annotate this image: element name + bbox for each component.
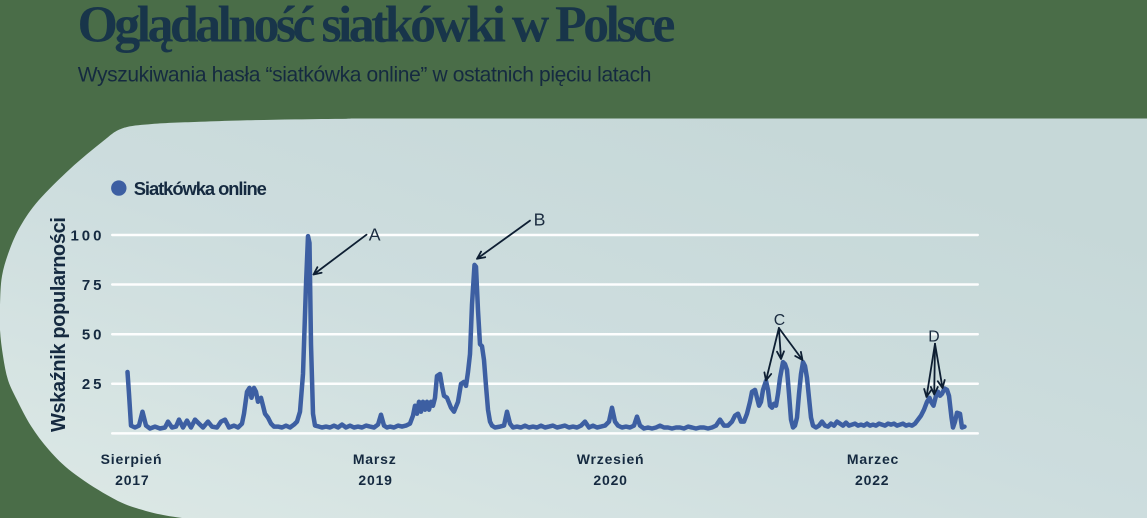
svg-text:2020: 2020 xyxy=(593,472,627,488)
svg-text:C: C xyxy=(774,312,785,329)
svg-text:100: 100 xyxy=(70,227,104,244)
svg-text:25: 25 xyxy=(82,376,105,393)
svg-text:Marzec: Marzec xyxy=(847,451,899,467)
svg-text:75: 75 xyxy=(82,277,105,294)
svg-text:Sierpień: Sierpień xyxy=(101,451,163,467)
svg-text:B: B xyxy=(534,209,546,229)
svg-text:Wskaźnik popularności: Wskaźnik popularności xyxy=(48,217,70,432)
svg-text:Oglądalność siatkówki w Polsce: Oglądalność siatkówki w Polsce xyxy=(78,0,676,54)
svg-text:50: 50 xyxy=(82,327,105,344)
svg-text:2019: 2019 xyxy=(358,472,392,488)
svg-text:2022: 2022 xyxy=(855,472,889,488)
svg-text:Marsz: Marsz xyxy=(353,451,397,467)
svg-text:D: D xyxy=(928,328,939,345)
svg-text:2017: 2017 xyxy=(115,472,149,488)
svg-text:A: A xyxy=(369,225,381,245)
svg-text:Wyszukiwania hasła “siatkówka: Wyszukiwania hasła “siatkówka online” w … xyxy=(78,64,652,87)
svg-text:Siatkówka online: Siatkówka online xyxy=(134,178,267,199)
svg-text:Wrzesień: Wrzesień xyxy=(577,451,645,467)
